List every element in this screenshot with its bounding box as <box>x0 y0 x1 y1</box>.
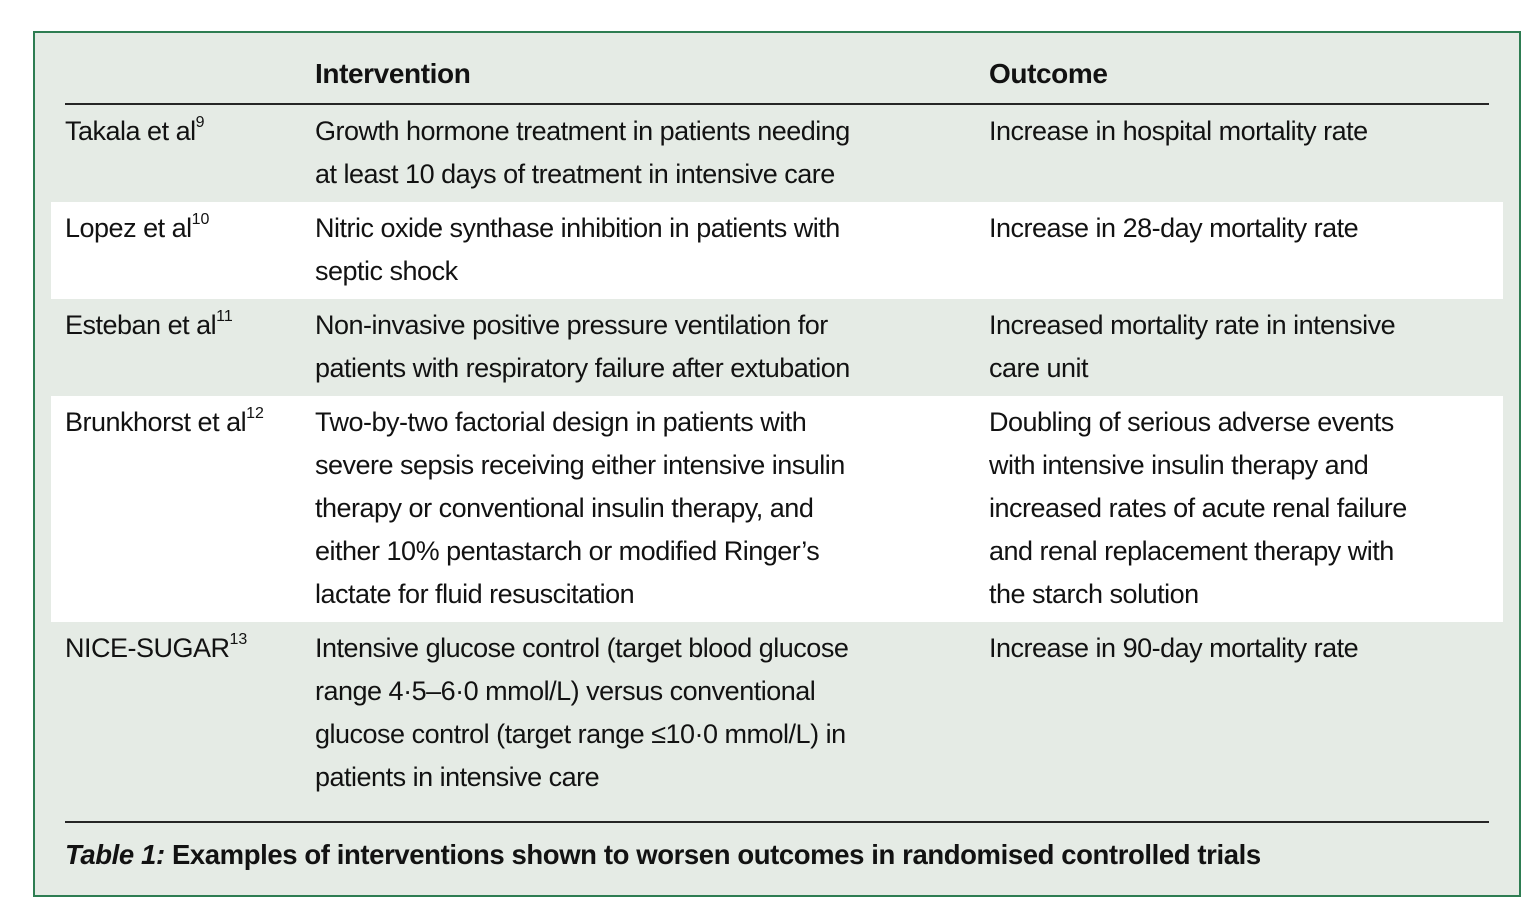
table-row: Takala et al9 Growth hormone treatment i… <box>51 105 1503 202</box>
header-rule <box>65 103 1489 105</box>
outcome-cell: Increase in 90-day mortality rate <box>989 633 1359 663</box>
study-cell: Lopez et al10 <box>65 207 315 293</box>
table-header-row: Intervention Outcome <box>65 33 1489 103</box>
caption-label: Table 1: <box>65 839 165 870</box>
intervention-cell: Two-by-two factorial design in patients … <box>315 407 845 609</box>
reference-superscript: 9 <box>195 114 205 131</box>
reference-superscript: 12 <box>246 405 264 422</box>
outcome-cell: Increase in hospital mortality rate <box>989 116 1368 146</box>
study-name: Takala et al <box>65 116 196 146</box>
study-name: Brunkhorst et al <box>65 407 247 437</box>
intervention-cell: Non-invasive positive pressure ventilati… <box>315 310 850 383</box>
col-header-study <box>65 57 315 91</box>
study-cell: Esteban et al11 <box>65 304 315 390</box>
study-name: NICE-SUGAR <box>65 633 230 663</box>
intervention-cell: Nitric oxide synthase inhibition in pati… <box>315 213 840 286</box>
table-row: NICE-SUGAR13 Intensive glucose control (… <box>51 622 1503 805</box>
outcome-cell: Increase in 28-day mortality rate <box>989 213 1359 243</box>
intervention-cell: Intensive glucose control (target blood … <box>315 633 849 792</box>
table-row: Lopez et al10 Nitric oxide synthase inhi… <box>51 202 1503 299</box>
caption-text: Examples of interventions shown to worse… <box>164 839 1261 870</box>
outcome-cell: Increased mortality rate in intensive ca… <box>989 310 1396 383</box>
outcome-cell: Doubling of serious adverse events with … <box>989 407 1407 609</box>
study-cell: Takala et al9 <box>65 110 315 196</box>
study-name: Esteban et al <box>65 310 217 340</box>
reference-superscript: 13 <box>229 631 248 648</box>
col-header-outcome: Outcome <box>989 58 1108 89</box>
table-row: Brunkhorst et al12 Two-by-two factorial … <box>51 396 1503 622</box>
col-header-intervention: Intervention <box>315 58 471 89</box>
reference-superscript: 11 <box>216 308 233 325</box>
table-row: Esteban et al11 Non-invasive positive pr… <box>51 299 1503 396</box>
reference-superscript: 10 <box>191 211 210 228</box>
journal-table-card: Intervention Outcome Takala et al9 Growt… <box>33 31 1521 897</box>
study-cell: NICE-SUGAR13 <box>65 627 315 799</box>
study-name: Lopez et al <box>65 213 192 243</box>
intervention-cell: Growth hormone treatment in patients nee… <box>315 116 850 189</box>
caption-rule <box>65 821 1489 823</box>
study-cell: Brunkhorst et al12 <box>65 401 315 616</box>
table-body: Takala et al9 Growth hormone treatment i… <box>51 105 1503 805</box>
table-caption: Table 1: Examples of interventions shown… <box>65 823 1489 895</box>
